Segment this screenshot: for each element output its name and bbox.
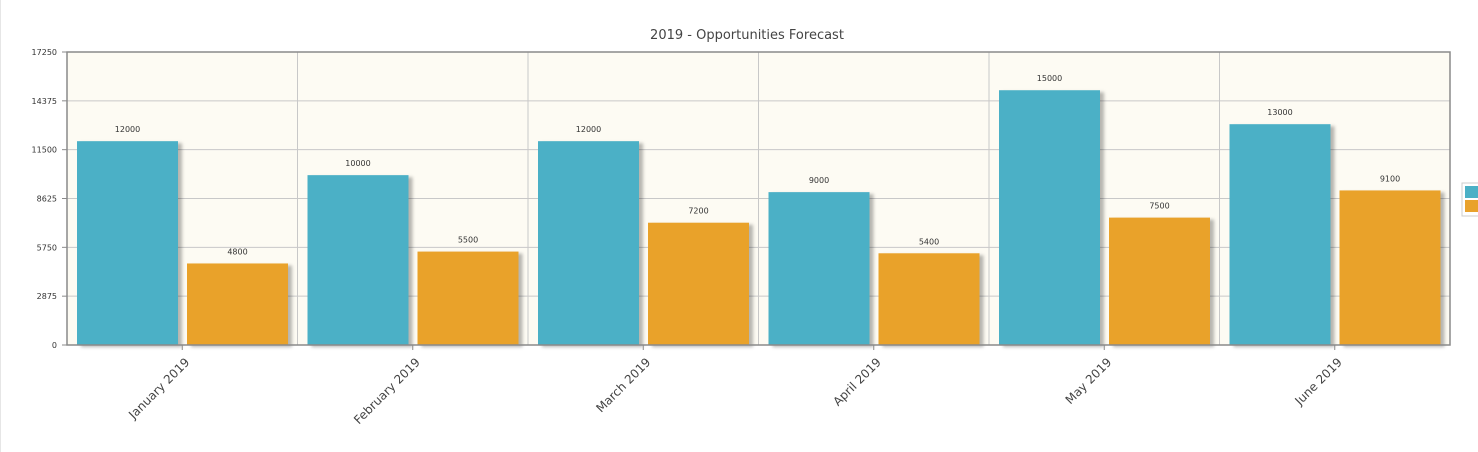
bar-data-label: 9000	[809, 176, 829, 185]
bar	[648, 222, 749, 345]
ytick-label: 0	[52, 341, 57, 350]
xtick-label: June 2019	[1291, 355, 1344, 408]
bar-data-label: 10000	[345, 159, 370, 168]
bar	[1109, 217, 1210, 345]
bar	[1339, 190, 1441, 345]
bar-data-label: 12000	[115, 125, 140, 134]
bar	[999, 90, 1100, 345]
xtick-label: April 2019	[830, 355, 884, 409]
ytick-label: 14375	[32, 97, 57, 106]
bar	[768, 192, 870, 345]
bar	[878, 253, 980, 345]
ytick-label: 8625	[37, 195, 57, 204]
xtick-label: March 2019	[593, 355, 653, 415]
bar	[307, 175, 409, 345]
chart-title: 2019 - Opportunities Forecast	[650, 28, 844, 43]
bar	[1229, 124, 1331, 345]
bar-data-label: 15000	[1037, 74, 1062, 83]
legend-swatch	[1465, 186, 1478, 198]
bar-data-label: 5400	[919, 237, 939, 246]
bar	[538, 141, 639, 345]
bar-data-label: 7200	[688, 207, 708, 216]
ytick-label: 2875	[37, 292, 57, 301]
bar-data-label: 7500	[1149, 202, 1169, 211]
xtick-label: May 2019	[1063, 355, 1115, 407]
bar	[77, 141, 178, 345]
bar	[417, 251, 519, 345]
bar-data-label: 12000	[576, 125, 601, 134]
bar-data-label: 9100	[1380, 174, 1400, 183]
legend-swatch	[1465, 200, 1478, 212]
xtick-label: January 2019	[125, 355, 192, 422]
ytick-label: 11500	[32, 146, 57, 155]
ytick-label: 5750	[37, 243, 57, 252]
bar	[187, 263, 288, 345]
bar-data-label: 4800	[227, 247, 247, 256]
bar-data-label: 13000	[1267, 108, 1292, 117]
ytick-label: 17250	[32, 48, 57, 57]
plot-frame	[66, 51, 1451, 346]
xtick-label: February 2019	[351, 355, 423, 427]
bar-data-label: 5500	[458, 236, 478, 245]
